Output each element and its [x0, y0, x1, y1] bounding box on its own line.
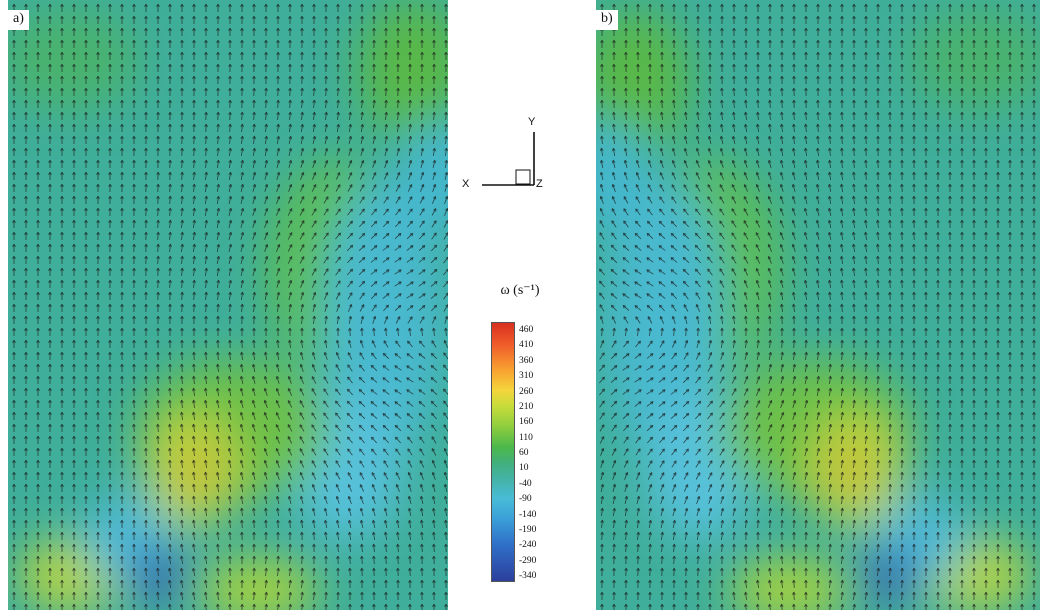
colorbar-tick-label: 310: [519, 371, 534, 382]
colorbar-tick-label: -240: [519, 540, 537, 551]
velocity-arrows: [599, 3, 1036, 610]
panel-label-a: a): [8, 10, 29, 30]
colorbar-title: ω (s⁻¹): [500, 283, 540, 298]
colorbar-tick-label: 410: [519, 340, 534, 351]
colorbar-tick-label: 360: [519, 355, 534, 366]
panel-label-b: b): [596, 10, 618, 30]
velocity-arrows: [12, 3, 448, 610]
colorbar-tick-label: -140: [519, 509, 537, 520]
axis-label-y: Y: [528, 116, 536, 128]
colorbar-tick-label: 110: [519, 432, 533, 443]
axis-label-x: X: [462, 178, 470, 190]
colorbar-tick-label: 460: [519, 325, 534, 335]
colorbar-tick-label: 160: [519, 417, 534, 428]
colorbar-ticks: 460 410 360 310 260 210 160 110 60 10 -40 -90 -140 -1…: [519, 325, 536, 581]
colorbar-tick-label: 260: [519, 386, 534, 397]
colorbar-tick-label: -340: [519, 571, 537, 581]
vorticity-panel-a: a): [8, 0, 448, 610]
colorbar: [491, 322, 515, 582]
colorbar-tick-label: 10: [519, 463, 529, 474]
coordinate-axes: X Y Z: [462, 112, 552, 202]
colorbar-tick-label: -190: [519, 524, 537, 535]
colorbar-tick-label: -40: [519, 478, 532, 489]
vector-field-a: [8, 0, 448, 610]
axis-label-z: Z: [536, 178, 543, 190]
vector-field-b: [596, 0, 1040, 610]
colorbar-tick-label: -290: [519, 555, 537, 566]
axes-glyph: [482, 132, 535, 186]
colorbar-tick-label: 60: [519, 448, 529, 458]
colorbar-tick-label: -90: [519, 494, 532, 505]
colorbar-tick-label: 210: [519, 401, 534, 412]
vorticity-panel-b: b): [596, 0, 1040, 610]
